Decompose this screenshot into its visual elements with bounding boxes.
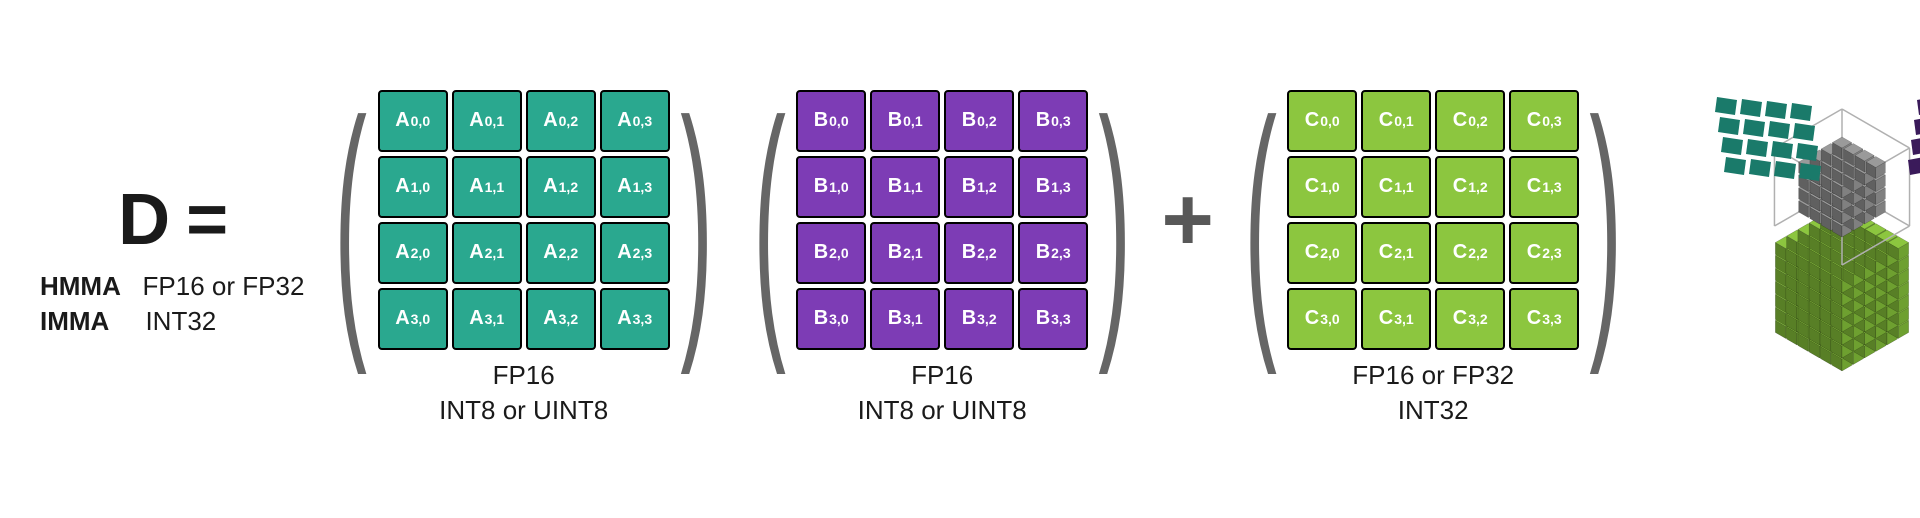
matrix-cell: C3,0 (1287, 288, 1357, 350)
matrix-a-block: ( A0,0A0,1A0,2A0,3A1,0A1,1A1,2A1,3A2,0A2… (324, 90, 723, 428)
matrix-cell: A3,1 (452, 288, 522, 350)
plus-icon: + (1161, 175, 1214, 265)
plus-block: + (1161, 175, 1214, 343)
matrix-b-block: ( B0,0B0,1B0,2B0,3B1,0B1,1B1,2B1,3B2,0B2… (743, 90, 1142, 428)
matrix-cell: A1,3 (600, 156, 670, 218)
paren-right-icon: ) (1098, 108, 1131, 332)
cube-illustration (1682, 69, 1920, 449)
matrix-cell: C0,2 (1435, 90, 1505, 152)
matrix-cell: C1,2 (1435, 156, 1505, 218)
matrix-cell: A0,1 (452, 90, 522, 152)
matrix-cell: C0,1 (1361, 90, 1431, 152)
matrix-cell: B1,3 (1018, 156, 1088, 218)
matrix-cell: C1,0 (1287, 156, 1357, 218)
matrix-cell: B1,1 (870, 156, 940, 218)
matrix-cell: B1,2 (944, 156, 1014, 218)
imma-value: INT32 (145, 306, 216, 336)
matrix-cell: C2,1 (1361, 222, 1431, 284)
matrix-cell: B3,0 (796, 288, 866, 350)
matrix-c-block: ( C0,0C0,1C0,2C0,3C1,0C1,1C1,2C1,3C2,0C2… (1234, 90, 1633, 428)
matrix-cell: A1,1 (452, 156, 522, 218)
matrix-cell: B3,2 (944, 288, 1014, 350)
matrix-b-wrap: ( B0,0B0,1B0,2B0,3B1,0B1,1B1,2B1,3B2,0B2… (743, 90, 1142, 350)
hmma-label: HMMA (40, 271, 121, 301)
matrix-cell: C0,0 (1287, 90, 1357, 152)
matrix-cell: A1,0 (378, 156, 448, 218)
matrix-cell: A0,3 (600, 90, 670, 152)
matrix-cell: A3,3 (600, 288, 670, 350)
matrix-cell: B0,0 (796, 90, 866, 152)
lhs-symbol: D = (118, 179, 226, 261)
matrix-c-wrap: ( C0,0C0,1C0,2C0,3C1,0C1,1C1,2C1,3C2,0C2… (1234, 90, 1633, 350)
matrix-cell: C3,2 (1435, 288, 1505, 350)
matrix-cell: C0,3 (1509, 90, 1579, 152)
equation-row: D = HMMA FP16 or FP32 IMMA INT32 ( A0,0A… (40, 69, 1920, 449)
matrix-cell: C3,3 (1509, 288, 1579, 350)
caption-a-line1: FP16 (439, 358, 608, 393)
lhs-block: D = HMMA FP16 or FP32 IMMA INT32 (40, 179, 304, 339)
matrix-cell: A2,0 (378, 222, 448, 284)
matrix-cell: A3,0 (378, 288, 448, 350)
plus-spacer (1184, 273, 1191, 343)
matrix-a-caption: FP16 INT8 or UINT8 (439, 358, 608, 428)
matrix-cell: B0,2 (944, 90, 1014, 152)
matrix-cell: B3,3 (1018, 288, 1088, 350)
matrix-a-grid: A0,0A0,1A0,2A0,3 A1,0A1,1A1,2A1,3 A2,0A2,1… (378, 90, 670, 350)
matrix-b-caption: FP16 INT8 or UINT8 (858, 358, 1027, 428)
matrix-cell: B2,2 (944, 222, 1014, 284)
matrix-cell: A0,0 (378, 90, 448, 152)
hmma-value: FP16 or FP32 (143, 271, 305, 301)
matrix-cell: B2,0 (796, 222, 866, 284)
matrix-cell: B2,1 (870, 222, 940, 284)
matrix-c-caption: FP16 or FP32 INT32 (1352, 358, 1514, 428)
paren-right-icon: ) (680, 108, 713, 332)
caption-c-line2: INT32 (1352, 393, 1514, 428)
matrix-cell: B3,1 (870, 288, 940, 350)
imma-label: IMMA (40, 306, 109, 336)
matrix-cell: C1,1 (1361, 156, 1431, 218)
matrix-cell: B0,3 (1018, 90, 1088, 152)
caption-b-line1: FP16 (858, 358, 1027, 393)
matrix-cell: C2,3 (1509, 222, 1579, 284)
paren-left-icon: ( (753, 108, 786, 332)
matrix-cell: B0,1 (870, 90, 940, 152)
matrix-cell: C1,3 (1509, 156, 1579, 218)
paren-left-icon: ( (335, 108, 368, 332)
matrix-cell: C2,2 (1435, 222, 1505, 284)
matrix-b-grid: B0,0B0,1B0,2B0,3 B1,0B1,1B1,2B1,3 B2,0B2,1… (796, 90, 1088, 350)
paren-right-icon: ) (1590, 108, 1623, 332)
matrix-cell: A0,2 (526, 90, 596, 152)
caption-a-line2: INT8 or UINT8 (439, 393, 608, 428)
matrix-a-wrap: ( A0,0A0,1A0,2A0,3A1,0A1,1A1,2A1,3A2,0A2… (324, 90, 723, 350)
caption-b-line2: INT8 or UINT8 (858, 393, 1027, 428)
caption-c-line1: FP16 or FP32 (1352, 358, 1514, 393)
matrix-c-grid: C0,0C0,1C0,2C0,3 C1,0C1,1C1,2C1,3 C2,0C2,1… (1287, 90, 1579, 350)
lhs-caption: HMMA FP16 or FP32 IMMA INT32 (40, 269, 304, 339)
matrix-cell: A3,2 (526, 288, 596, 350)
matrix-cell: C2,0 (1287, 222, 1357, 284)
matrix-cell: A2,3 (600, 222, 670, 284)
cube-svg-icon (1682, 69, 1920, 449)
matrix-cell: C3,1 (1361, 288, 1431, 350)
matrix-cell: A1,2 (526, 156, 596, 218)
matrix-cell: A2,1 (452, 222, 522, 284)
matrix-cell: B2,3 (1018, 222, 1088, 284)
matrix-cell: A2,2 (526, 222, 596, 284)
paren-left-icon: ( (1244, 108, 1277, 332)
matrix-cell: B1,0 (796, 156, 866, 218)
